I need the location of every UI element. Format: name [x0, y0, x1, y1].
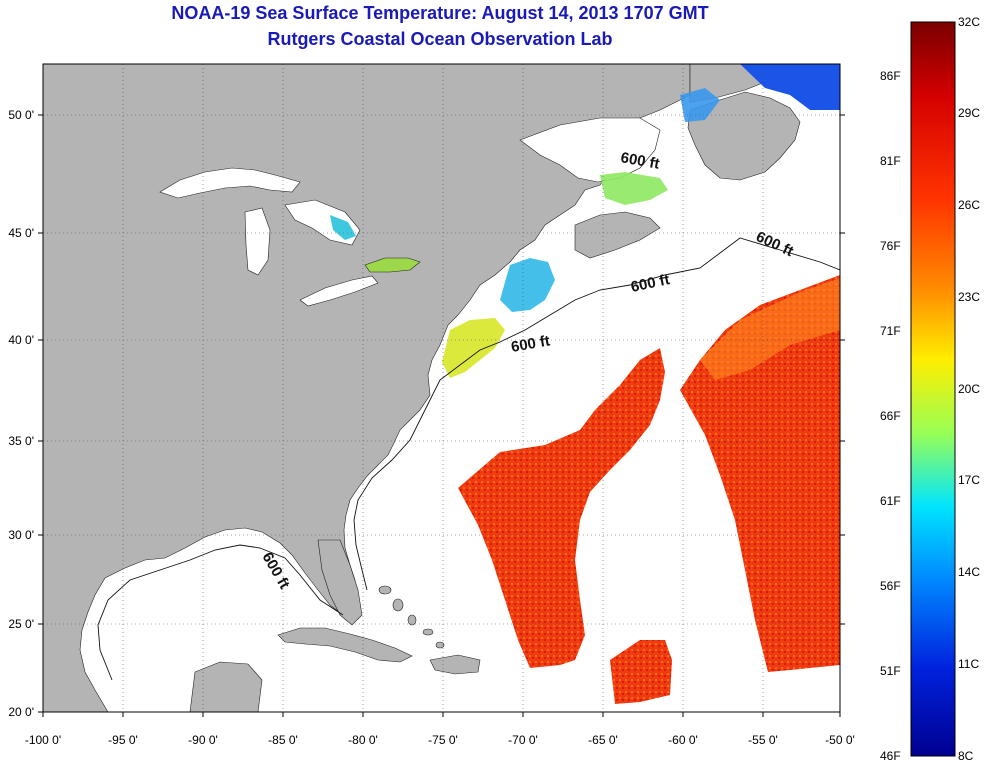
x-tick-label: -100 0'	[25, 733, 61, 747]
colorbar-celsius-label: 23C	[958, 290, 981, 304]
x-tick-label: -80 0'	[348, 733, 378, 747]
gulf-st-lawrence	[519, 117, 661, 183]
sst-swath-west	[458, 348, 665, 668]
contour-600ft	[97, 237, 840, 681]
sst-mid-atlantic	[442, 318, 505, 378]
y-tick-label: 50 0'	[8, 108, 34, 122]
map-subtitle: Rutgers Coastal Ocean Observation Lab	[267, 29, 613, 49]
colorbar-fahrenheit-label: 81F	[880, 154, 901, 168]
sst-nova-scotia	[600, 172, 668, 205]
sst-gulf-st-lawrence-north	[680, 88, 720, 122]
land-yucatan	[189, 661, 263, 712]
colorbar-celsius-label: 14C	[958, 565, 981, 579]
x-tick-label: -95 0'	[108, 733, 138, 747]
lake-erie	[299, 275, 379, 307]
colorbar-fahrenheit-label: 66F	[880, 409, 901, 423]
x-tick-label: -90 0'	[188, 733, 218, 747]
land-nova-scotia	[574, 211, 661, 259]
colorbar-celsius-label: 8C	[958, 749, 974, 763]
colorbar-celsius-label: 17C	[958, 473, 981, 487]
sst-gulf-of-maine	[500, 258, 555, 312]
colorbar-fahrenheit-label: 86F	[880, 69, 901, 83]
colorbar-fahrenheit-label: 76F	[880, 239, 901, 253]
y-tick-label: 40 0'	[8, 333, 34, 347]
colorbar-celsius-label: 20C	[958, 382, 981, 396]
land-north-america	[43, 64, 691, 712]
bahamas-islands	[378, 585, 445, 649]
colorbar-fahrenheit-label: 56F	[880, 579, 901, 593]
y-tick-label: 45 0'	[8, 226, 34, 240]
x-tick-label: -65 0'	[588, 733, 618, 747]
y-tick-label: 20 0'	[8, 705, 34, 719]
colorbar	[910, 21, 956, 757]
colorbar-fahrenheit-label: 61F	[880, 494, 901, 508]
x-tick-label: -50 0'	[825, 733, 855, 747]
contour-label-4: 600 ft	[510, 332, 552, 356]
colorbar-fahrenheit-label: 51F	[880, 664, 901, 678]
colorbar-celsius-label: 11C	[958, 657, 980, 671]
axis-ticks: -100 0' -95 0' -90 0' -85 0' -80 0' -75 0' -70…	[8, 108, 854, 747]
colorbar-fahrenheit-label: 46F	[880, 749, 901, 763]
colorbar-celsius-label: 29C	[958, 106, 981, 120]
sst-labrador	[740, 64, 840, 110]
y-tick-label: 35 0'	[8, 434, 34, 448]
y-tick-label: 30 0'	[8, 528, 34, 542]
colorbar-fahrenheit-label: 71F	[880, 324, 901, 338]
colorbar-celsius-label: 32C	[958, 15, 981, 29]
y-tick-label: 25 0'	[8, 617, 34, 631]
x-tick-label: -85 0'	[268, 733, 298, 747]
map-title: NOAA-19 Sea Surface Temperature: August …	[171, 3, 709, 23]
sst-swath-small	[610, 640, 672, 704]
x-tick-label: -75 0'	[428, 733, 458, 747]
land-florida	[317, 539, 363, 626]
lake-huron-sst	[330, 215, 356, 240]
colorbar-celsius-label: 26C	[958, 198, 981, 212]
x-tick-label: -55 0'	[748, 733, 778, 747]
x-tick-label: -60 0'	[668, 733, 698, 747]
graticule	[43, 64, 840, 712]
lake-superior	[159, 167, 301, 199]
land-newfoundland	[687, 91, 801, 181]
lake-ontario	[364, 257, 421, 273]
x-tick-label: -70 0'	[508, 733, 538, 747]
land-hispaniola	[429, 654, 481, 675]
sst-swath-east-warm	[700, 278, 840, 380]
plot-frame	[42, 63, 841, 713]
land-cuba	[277, 627, 413, 663]
contour-label-1: 600 ft	[619, 149, 661, 173]
